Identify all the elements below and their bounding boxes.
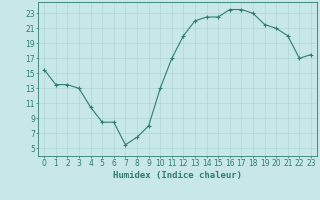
X-axis label: Humidex (Indice chaleur): Humidex (Indice chaleur) bbox=[113, 171, 242, 180]
